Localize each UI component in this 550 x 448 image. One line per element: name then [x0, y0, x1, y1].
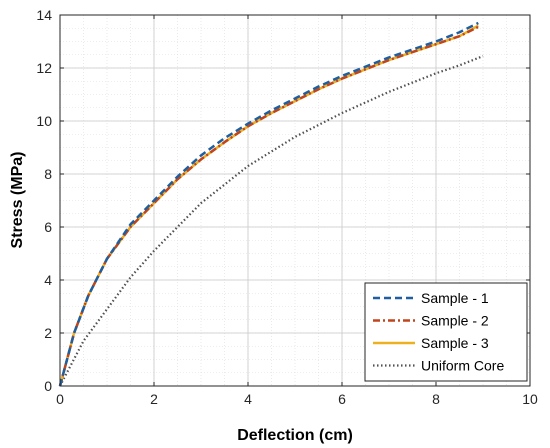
- legend-label-3: Sample - 3: [421, 335, 489, 351]
- x-tick-label: 6: [338, 391, 346, 407]
- legend-label-4: Uniform Core: [421, 358, 504, 374]
- x-axis-title: Deflection (cm): [237, 427, 353, 444]
- axis-ticks: 0 2 4 6 8 10 0 2 4 6 8 10 12 14: [36, 7, 538, 407]
- series-layer: [58, 21, 484, 387]
- y-tick-label: 0: [44, 378, 52, 394]
- legend-label-1: Sample - 1: [421, 290, 489, 306]
- y-axis-title: Stress (MPa): [9, 152, 26, 249]
- series-line-4: [59, 55, 484, 387]
- y-tick-label: 10: [36, 113, 52, 129]
- y-tick-label: 2: [44, 325, 52, 341]
- y-tick-label: 4: [44, 272, 52, 288]
- x-tick-label: 0: [56, 391, 64, 407]
- y-tick-label: 14: [36, 7, 52, 23]
- x-tick-label: 2: [150, 391, 158, 407]
- series-line-1: [58, 21, 479, 387]
- x-tick-label: 4: [244, 391, 252, 407]
- series-line-3: [58, 24, 479, 387]
- y-tick-label: 6: [44, 219, 52, 235]
- y-tick-label: 12: [36, 60, 52, 76]
- legend: Sample - 1 Sample - 2 Sample - 3 Uniform Co…: [364, 282, 528, 382]
- y-tick-label: 8: [44, 166, 52, 182]
- plot-frame: [59, 14, 531, 387]
- legend-label-2: Sample - 2: [421, 313, 489, 329]
- x-tick-label: 8: [432, 391, 440, 407]
- x-tick-label: 10: [522, 391, 538, 407]
- legend-box: [364, 282, 528, 382]
